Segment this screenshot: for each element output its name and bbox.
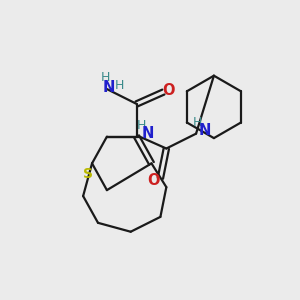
- Text: O: O: [163, 83, 175, 98]
- Text: N: N: [142, 126, 154, 141]
- Text: H: H: [136, 119, 146, 132]
- Text: H: H: [193, 116, 202, 129]
- Text: N: N: [102, 80, 115, 95]
- Text: S: S: [82, 167, 93, 181]
- Text: N: N: [198, 123, 211, 138]
- Text: O: O: [148, 173, 160, 188]
- Text: H: H: [115, 79, 124, 92]
- Text: H: H: [101, 71, 110, 84]
